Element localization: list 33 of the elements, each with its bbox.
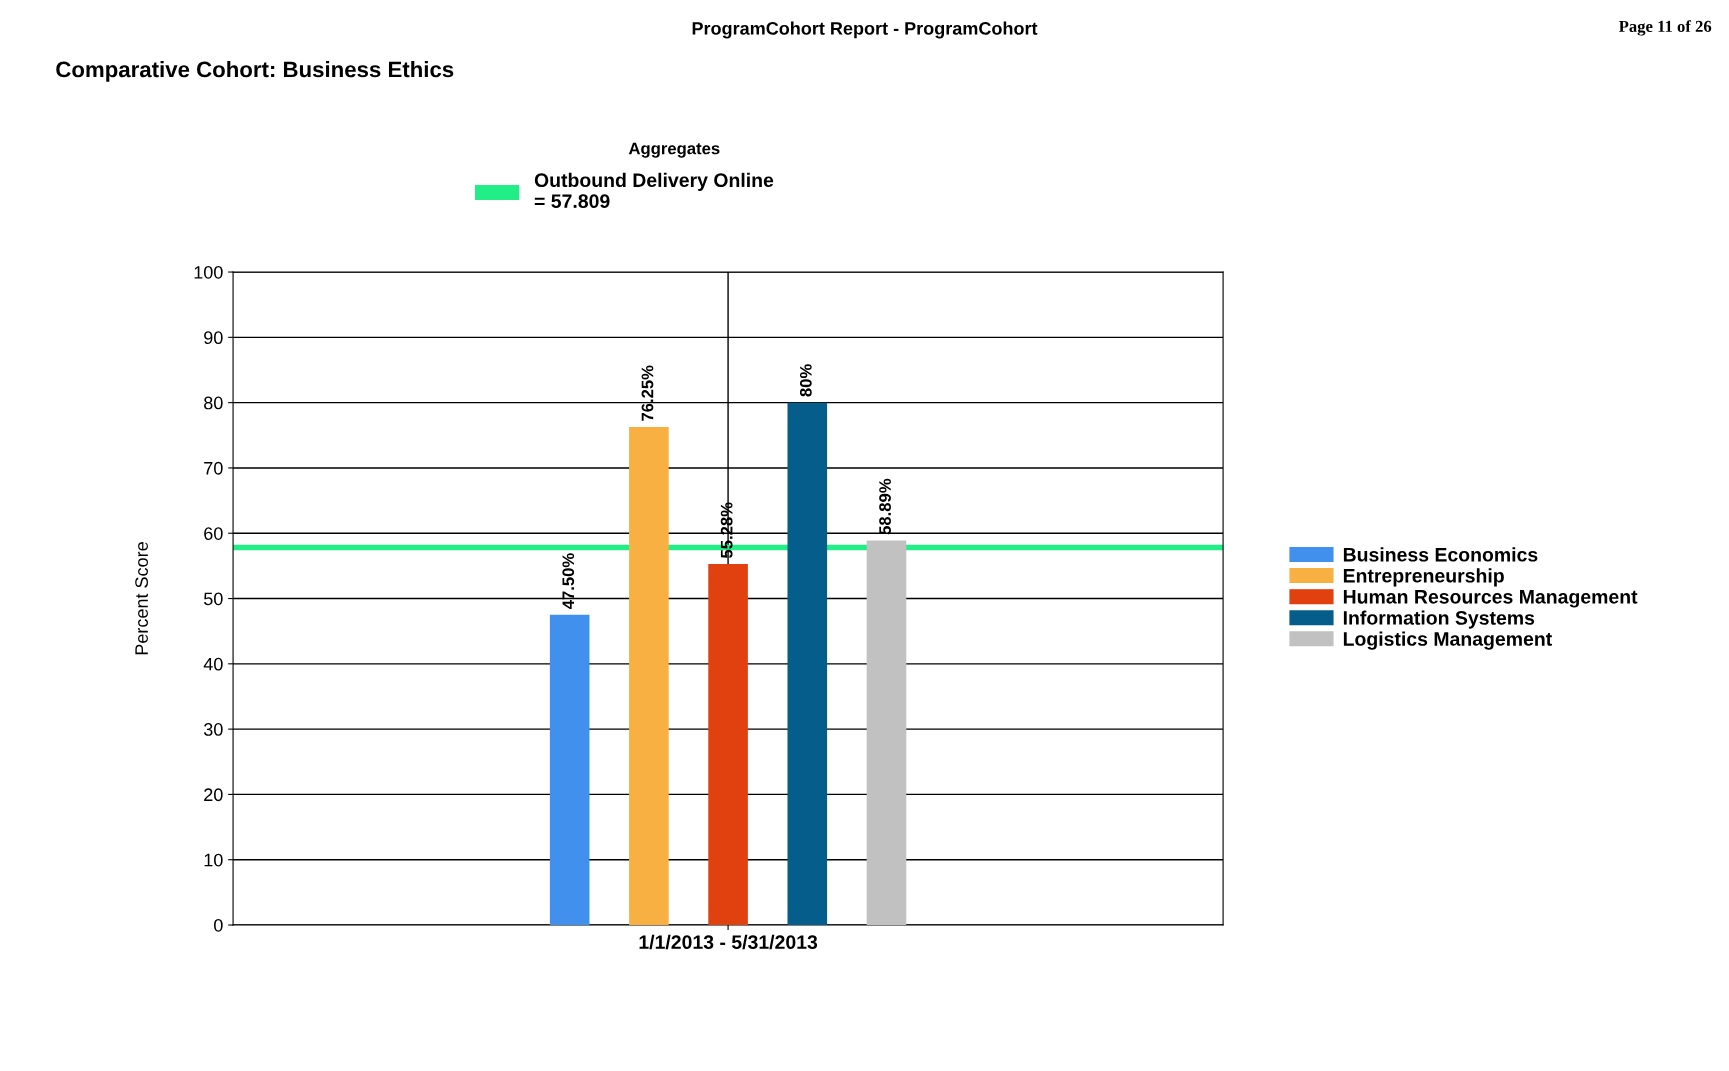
y-tick-label: 30 [203, 723, 223, 736]
chart-title: Comparative Cohort: Business Ethics [56, 61, 454, 82]
legend-label: Business Economics [1343, 547, 1538, 562]
legend-label: Information Systems [1343, 610, 1535, 629]
bar [629, 427, 669, 926]
y-tick-label: 60 [204, 527, 223, 540]
y-tick-label: 100 [194, 265, 223, 279]
bar [549, 614, 590, 926]
data-label: 47.50% [562, 553, 575, 610]
y-axis-title: Percent Score [135, 542, 148, 655]
legend-label: Outbound Delivery Online = 57.809 [534, 172, 774, 209]
x-tick-label: 1/1/2013 - 5/31/2013 [639, 934, 818, 950]
data-label: 58.89% [879, 478, 891, 535]
data-label: 80% [799, 364, 812, 397]
text: ProgramCohort Report - ProgramCohort [692, 21, 1038, 39]
y-tick-label: 70 [204, 461, 223, 475]
bar [787, 402, 828, 926]
y-tick-label: 0 [214, 918, 223, 932]
text: Page 11 of 26 [1618, 20, 1712, 36]
y-tick-label: 10 [204, 853, 223, 867]
y-tick-label: 50 [203, 592, 223, 606]
text: Aggregates [628, 142, 720, 158]
y-tick-label: 20 [204, 788, 223, 802]
y-tick-label: 80 [204, 396, 223, 410]
data-label: 55.28% [720, 502, 733, 558]
bar [708, 564, 748, 926]
legend-label: Entrepreneurship [1343, 568, 1504, 587]
data-label: 76.25% [641, 365, 654, 421]
y-tick-label: 90 [204, 331, 223, 345]
legend-label: Logistics Management [1343, 631, 1552, 650]
y-tick-label: 40 [203, 657, 223, 671]
bar [866, 540, 907, 926]
legend-label: Human Resources Management [1343, 590, 1638, 608]
